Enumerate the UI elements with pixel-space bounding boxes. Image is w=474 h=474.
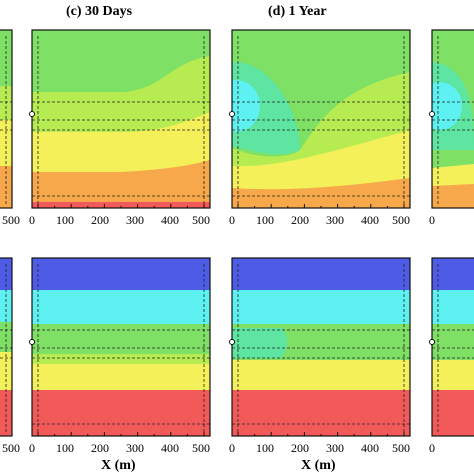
tick-label: 300 bbox=[126, 213, 144, 227]
heatmap-30-days bbox=[32, 30, 210, 208]
heatmap-bottom-right-partial bbox=[432, 258, 474, 436]
x-axis-title: X (m) bbox=[101, 458, 136, 473]
well-marker bbox=[429, 339, 435, 345]
band-red bbox=[232, 390, 410, 436]
well-markers bbox=[29, 111, 435, 345]
band-orange bbox=[32, 160, 210, 208]
tick-label: 500 bbox=[392, 441, 410, 455]
tick-label: 400 bbox=[161, 213, 179, 227]
tick-label: 300 bbox=[326, 213, 344, 227]
tick-label: 0 bbox=[429, 441, 435, 455]
heatmap-top-right-partial bbox=[432, 30, 474, 208]
tick-label: 200 bbox=[91, 213, 109, 227]
tick-label: 200 bbox=[291, 213, 309, 227]
band-teal bbox=[232, 328, 288, 358]
tick-label: 200 bbox=[91, 441, 109, 455]
x-axis-title: X (m) bbox=[301, 458, 336, 473]
tick-label: 100 bbox=[256, 213, 274, 227]
tick-label: 400 bbox=[161, 441, 179, 455]
x-tick-marks bbox=[37, 204, 405, 436]
tick-label: 500 bbox=[2, 213, 20, 227]
tick-label: 500 bbox=[192, 213, 210, 227]
tick-label: 100 bbox=[56, 441, 74, 455]
tick-label: 500 bbox=[2, 441, 20, 455]
band-orange bbox=[232, 178, 410, 208]
band-cyan bbox=[432, 82, 462, 130]
tick-label: 0 bbox=[429, 213, 435, 227]
frame-bottom-left bbox=[0, 257, 13, 437]
tick-label: 0 bbox=[229, 213, 235, 227]
heatmap-bottom-c bbox=[32, 258, 210, 436]
heatmap-1-year bbox=[232, 30, 410, 208]
panel-title-d: (d) 1 Year bbox=[268, 4, 327, 19]
well-marker bbox=[229, 111, 235, 117]
frame-bottom-right bbox=[431, 257, 474, 437]
band-red bbox=[0, 390, 12, 436]
band-red bbox=[32, 202, 210, 208]
tick-label: 100 bbox=[56, 213, 74, 227]
band-red bbox=[432, 390, 474, 436]
well-marker bbox=[429, 111, 435, 117]
band-red bbox=[32, 390, 210, 436]
tick-label: 500 bbox=[192, 441, 210, 455]
band-orange bbox=[432, 184, 474, 208]
tick-label: 500 bbox=[392, 213, 410, 227]
heatmap-bottom-d bbox=[232, 258, 410, 436]
frame-top-left bbox=[0, 29, 13, 209]
well-marker bbox=[229, 339, 235, 345]
tick-label: 200 bbox=[291, 441, 309, 455]
tick-label: 0 bbox=[229, 441, 235, 455]
dashed-grid bbox=[0, 36, 474, 432]
tick-label: 300 bbox=[126, 441, 144, 455]
frame-top-right bbox=[431, 29, 474, 209]
band-cyan bbox=[232, 80, 260, 132]
tick-label: 0 bbox=[29, 213, 35, 227]
tick-label: 0 bbox=[29, 441, 35, 455]
tick-label: 300 bbox=[326, 441, 344, 455]
tick-label: 100 bbox=[256, 441, 274, 455]
tick-label: 400 bbox=[361, 213, 379, 227]
well-marker bbox=[29, 339, 35, 345]
well-marker bbox=[29, 111, 35, 117]
panel-title-c: (c) 30 Days bbox=[66, 4, 133, 19]
tick-label: 400 bbox=[361, 441, 379, 455]
